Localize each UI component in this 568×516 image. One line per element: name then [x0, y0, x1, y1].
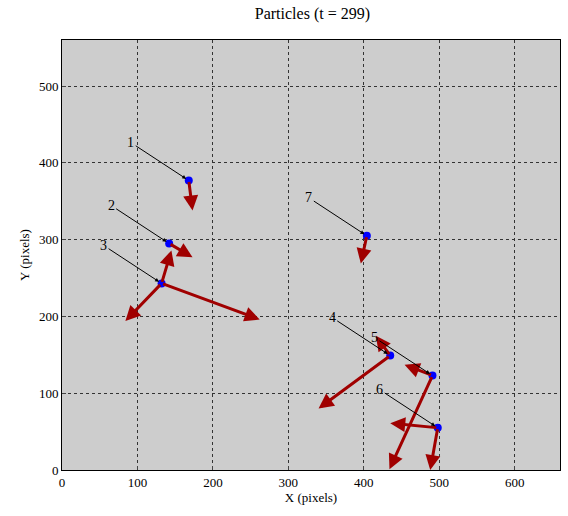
- svg-text:200: 200: [203, 475, 223, 490]
- svg-text:0: 0: [59, 475, 66, 490]
- svg-text:200: 200: [39, 309, 59, 324]
- svg-text:100: 100: [39, 386, 59, 401]
- svg-text:0: 0: [52, 463, 59, 478]
- svg-text:500: 500: [39, 79, 59, 94]
- svg-text:Y (pixels): Y (pixels): [17, 229, 32, 281]
- svg-text:3: 3: [100, 238, 107, 253]
- svg-text:1: 1: [127, 135, 134, 150]
- svg-text:400: 400: [39, 155, 59, 170]
- svg-text:300: 300: [279, 475, 299, 490]
- svg-text:Particles (t = 299): Particles (t = 299): [255, 5, 370, 23]
- svg-text:7: 7: [305, 190, 312, 205]
- svg-text:500: 500: [430, 475, 450, 490]
- svg-text:600: 600: [505, 475, 525, 490]
- svg-text:6: 6: [376, 382, 383, 397]
- svg-text:300: 300: [39, 232, 59, 247]
- svg-text:4: 4: [329, 310, 336, 325]
- svg-text:5: 5: [371, 330, 378, 345]
- svg-text:400: 400: [354, 475, 374, 490]
- svg-text:100: 100: [128, 475, 148, 490]
- svg-text:2: 2: [108, 198, 115, 213]
- svg-text:X (pixels): X (pixels): [285, 490, 337, 505]
